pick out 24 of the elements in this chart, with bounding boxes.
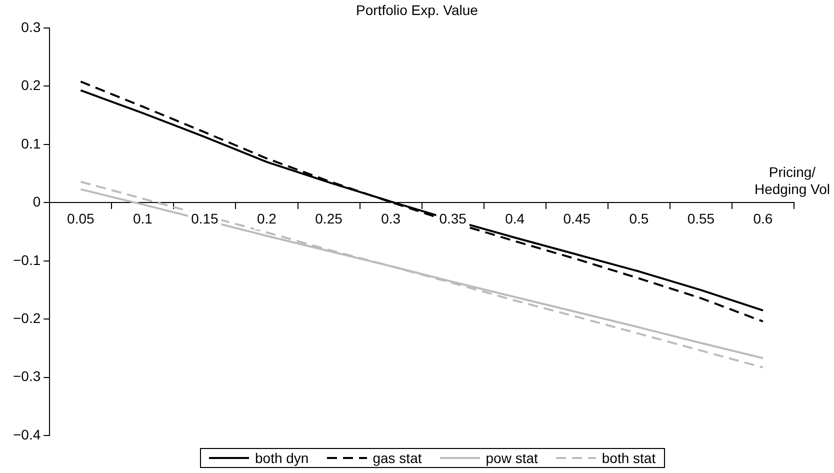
y-tick-label: −0.4 — [12, 426, 41, 442]
x-axis-title: Pricing/ Hedging Vol — [754, 164, 830, 198]
x-tick-label: 0.3 — [381, 210, 401, 227]
x-tick-label: 0.1 — [132, 210, 153, 227]
y-tick-label: −0.3 — [12, 368, 41, 384]
y-tick-label: 0.2 — [21, 77, 41, 94]
y-tick-label: −0.2 — [12, 310, 41, 326]
legend-label: gas stat — [372, 450, 422, 466]
legend-label: both stat — [602, 450, 656, 466]
y-tick-label: 0.3 — [21, 18, 41, 35]
y-tick-label: −0.1 — [12, 252, 41, 268]
x-tick-label: 0.45 — [563, 210, 591, 227]
x-tick-label: 0.25 — [315, 210, 343, 227]
x-tick-label: 0.05 — [67, 210, 94, 227]
x-tick-label: 0.4 — [505, 210, 525, 227]
y-tick-label: 0 — [32, 194, 41, 210]
chart-title: Portfolio Exp. Value — [355, 2, 479, 18]
legend-label: pow stat — [486, 450, 538, 466]
legend-label: both dyn — [255, 450, 309, 466]
x-tick-label: 0.5 — [629, 210, 649, 227]
x-tick-label: 0.6 — [753, 210, 773, 227]
y-tick-label: 0.1 — [21, 135, 41, 152]
x-tick-label: 0.2 — [257, 210, 277, 227]
x-tick-label: 0.55 — [687, 210, 715, 227]
